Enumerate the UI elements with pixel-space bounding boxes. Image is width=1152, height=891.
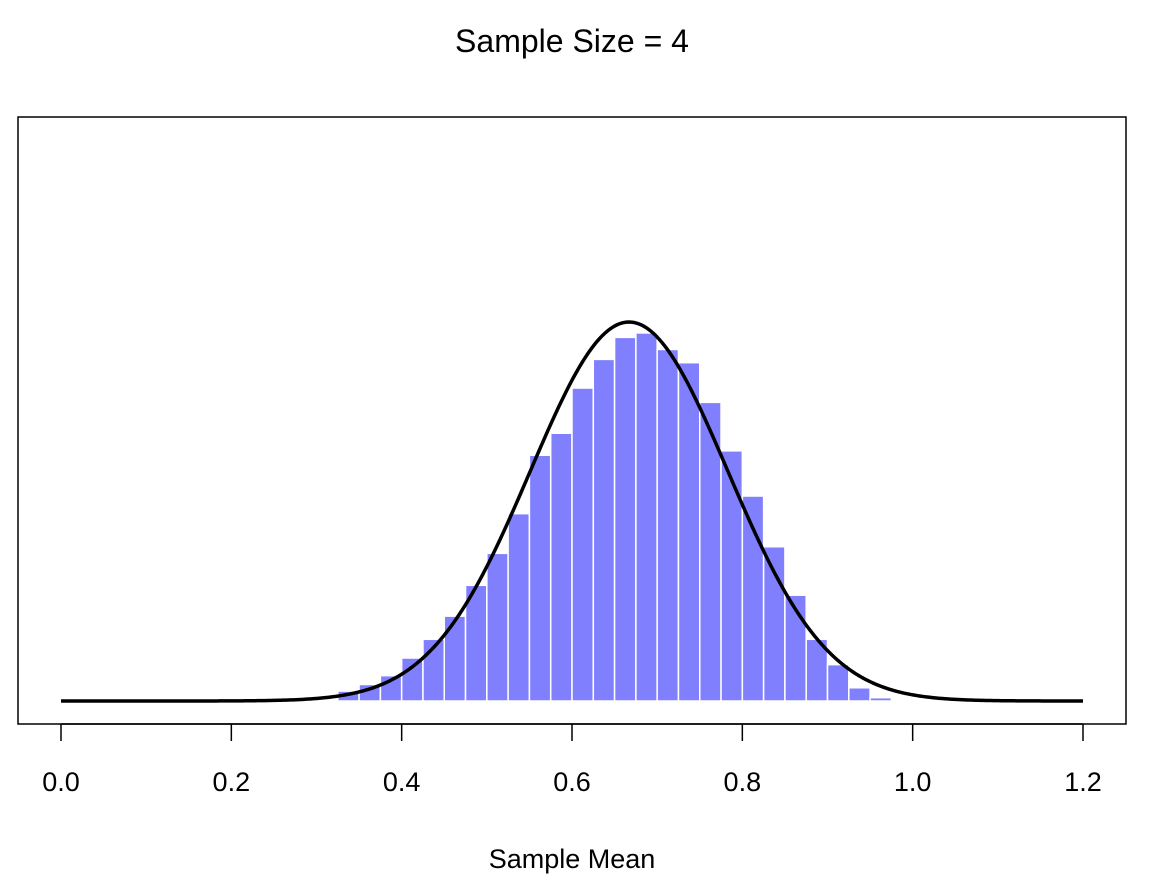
histogram-bar <box>720 450 744 702</box>
chart-title: Sample Size = 4 <box>455 23 689 59</box>
histogram-bar <box>635 332 658 702</box>
histogram-bar <box>848 687 871 702</box>
histogram-bar <box>826 663 850 702</box>
histogram-bar <box>869 696 893 702</box>
x-axis: 0.0 0.2 0.4 0.6 0.8 1.0 1.2 <box>42 723 1102 797</box>
histogram-bar <box>677 361 701 702</box>
histogram-bar <box>656 348 680 702</box>
x-tick-label: 0.4 <box>383 767 421 797</box>
x-tick-label: 0.6 <box>553 767 591 797</box>
histogram-bar <box>400 657 424 702</box>
x-axis-label: Sample Mean <box>489 844 656 874</box>
x-tick-label: 1.2 <box>1064 767 1102 797</box>
x-tick-label: 1.0 <box>894 767 932 797</box>
normal-density-curve <box>61 320 1083 703</box>
histogram-bars <box>337 332 893 702</box>
x-tick-label: 0.0 <box>42 767 80 797</box>
histogram-bar <box>507 512 531 702</box>
x-tick-label: 0.8 <box>724 767 762 797</box>
histogram-bar <box>613 336 637 702</box>
histogram-bar <box>528 454 552 702</box>
histogram-bar <box>486 552 509 702</box>
x-tick-label: 0.2 <box>213 767 251 797</box>
histogram-bar <box>549 432 573 702</box>
histogram-bar <box>592 358 616 702</box>
histogram-bar <box>571 387 595 702</box>
